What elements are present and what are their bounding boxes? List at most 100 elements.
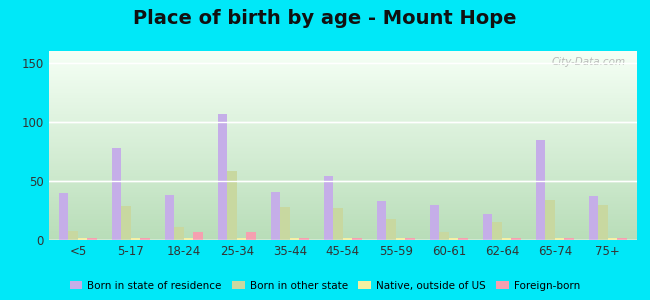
Bar (49, 209, 637, 210)
Bar (49, 132, 637, 133)
Bar (49, 129, 637, 130)
Bar (49, 218, 637, 219)
Bar (333, 208, 343, 240)
Bar (49, 221, 637, 222)
Bar (536, 140, 545, 240)
Bar (49, 220, 637, 221)
Bar (49, 62, 637, 63)
Bar (49, 184, 637, 185)
Bar (49, 165, 637, 166)
Bar (49, 59, 637, 60)
Bar (49, 210, 637, 211)
Bar (49, 110, 637, 112)
Bar (112, 148, 122, 240)
Bar (49, 171, 637, 172)
Bar (377, 201, 386, 240)
Bar (49, 205, 637, 206)
Bar (343, 238, 352, 240)
Bar (49, 65, 637, 66)
Bar (49, 157, 637, 158)
Bar (49, 115, 637, 116)
Bar (49, 224, 637, 225)
Bar (49, 179, 637, 181)
Bar (49, 86, 637, 87)
Bar (246, 232, 256, 240)
Bar (618, 238, 627, 240)
Bar (49, 131, 637, 132)
Bar (49, 113, 637, 114)
Bar (280, 207, 290, 240)
Bar (49, 201, 637, 202)
Bar (49, 77, 637, 78)
Bar (140, 238, 150, 240)
Bar (49, 130, 637, 131)
Bar (49, 217, 637, 218)
Text: City-Data.com: City-Data.com (551, 57, 625, 67)
Bar (290, 238, 300, 240)
Bar (49, 148, 637, 149)
Bar (49, 84, 637, 85)
Bar (218, 114, 227, 240)
Bar (49, 160, 637, 161)
Bar (49, 143, 637, 144)
Bar (49, 51, 637, 52)
Bar (49, 85, 637, 86)
Bar (49, 68, 637, 69)
Bar (49, 163, 637, 164)
Bar (49, 135, 637, 136)
Bar (49, 58, 637, 59)
Bar (49, 196, 637, 197)
Bar (49, 237, 637, 238)
Bar (49, 66, 637, 67)
Bar (49, 197, 637, 198)
Bar (386, 219, 396, 240)
Bar (49, 150, 637, 151)
Bar (545, 200, 555, 240)
Bar (49, 89, 637, 90)
Bar (49, 61, 637, 62)
Bar (49, 119, 637, 120)
Bar (49, 64, 637, 65)
Bar (49, 156, 637, 157)
Bar (49, 74, 637, 75)
Bar (49, 175, 637, 176)
Bar (49, 170, 637, 171)
Bar (555, 238, 564, 240)
Bar (49, 82, 637, 83)
Bar (49, 80, 637, 81)
Bar (49, 91, 637, 92)
Bar (49, 128, 637, 129)
Bar (49, 176, 637, 177)
Bar (49, 158, 637, 159)
Bar (49, 70, 637, 71)
Bar (88, 238, 97, 240)
Bar (49, 194, 637, 195)
Text: Place of birth by age - Mount Hope: Place of birth by age - Mount Hope (133, 9, 517, 28)
Bar (49, 63, 637, 64)
Bar (49, 149, 637, 150)
Bar (49, 173, 637, 174)
Bar (49, 234, 637, 235)
Bar (49, 160, 637, 162)
Bar (449, 238, 458, 240)
Bar (49, 202, 637, 203)
Bar (49, 79, 637, 80)
Bar (49, 87, 637, 88)
Bar (492, 222, 502, 240)
Bar (49, 116, 637, 117)
Bar (49, 168, 637, 169)
Bar (49, 186, 637, 187)
Bar (49, 101, 637, 102)
Bar (49, 206, 637, 207)
Bar (49, 144, 637, 145)
Bar (483, 214, 492, 240)
Bar (49, 127, 637, 128)
Bar (49, 60, 637, 62)
Bar (49, 103, 637, 104)
Bar (174, 227, 184, 240)
Bar (598, 205, 608, 240)
Bar (49, 216, 637, 217)
Bar (49, 100, 637, 101)
Bar (49, 233, 637, 234)
Bar (131, 238, 140, 240)
